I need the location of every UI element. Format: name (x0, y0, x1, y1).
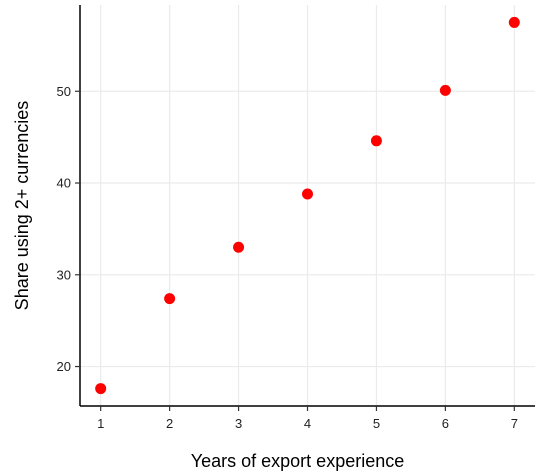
data-point (370, 135, 382, 147)
grid-lines (80, 5, 535, 406)
x-tick-label: 4 (304, 416, 311, 431)
data-point (164, 293, 176, 305)
x-tick-label: 7 (511, 416, 518, 431)
data-point (508, 16, 520, 28)
data-points (95, 16, 520, 395)
y-axis-ticks: 20 30 40 50 (57, 84, 80, 374)
y-axis-title: Share using 2+ currencies (12, 101, 32, 311)
x-tick-label: 2 (166, 416, 173, 431)
x-tick-label: 1 (97, 416, 104, 431)
x-tick-label: 5 (373, 416, 380, 431)
x-tick-label: 3 (235, 416, 242, 431)
x-axis-ticks: 1 2 3 4 5 6 7 (97, 406, 518, 431)
data-point (439, 84, 451, 96)
x-axis-title: Years of export experience (191, 451, 404, 471)
y-tick-label: 40 (57, 176, 71, 191)
data-point (95, 383, 107, 395)
x-tick-label: 6 (442, 416, 449, 431)
y-tick-label: 50 (57, 84, 71, 99)
y-tick-label: 20 (57, 359, 71, 374)
data-point (233, 241, 245, 253)
data-point (302, 188, 313, 200)
y-tick-label: 30 (57, 267, 71, 282)
